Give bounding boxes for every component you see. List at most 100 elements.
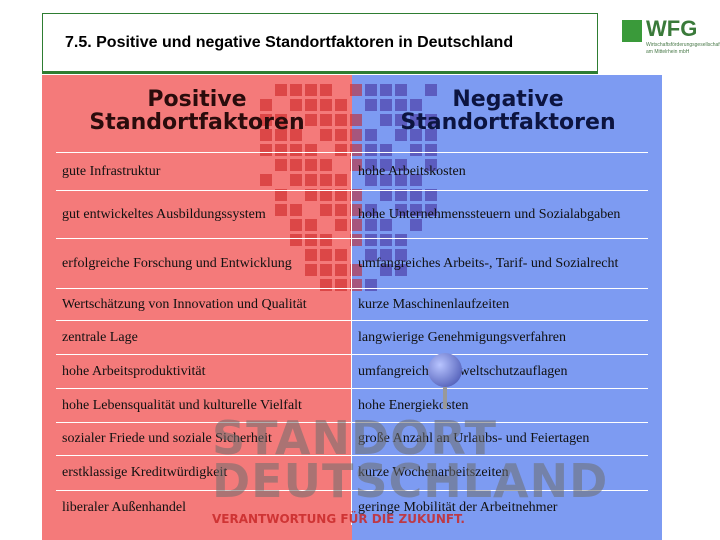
square [260, 99, 272, 111]
pin [443, 385, 447, 409]
square [350, 189, 362, 201]
square [365, 234, 377, 246]
square [425, 144, 437, 156]
square [320, 99, 332, 111]
square [350, 159, 362, 171]
square [275, 84, 287, 96]
square [320, 189, 332, 201]
negative-factor: umfangreiche Umweltschutzauflagen [352, 354, 648, 388]
square [380, 174, 392, 186]
square [410, 114, 422, 126]
positive-factor: gute Infrastruktur [56, 152, 352, 190]
negative-factor: geringe Mobilität der Arbeitnehmer [352, 490, 648, 525]
square [290, 174, 302, 186]
positive-factor: erstklassige Kreditwürdigkeit [56, 455, 352, 490]
negative-factor: kurze Maschinenlaufzeiten [352, 288, 648, 320]
square [335, 174, 347, 186]
square [290, 144, 302, 156]
square [335, 219, 347, 231]
square [305, 264, 317, 276]
square [320, 84, 332, 96]
square [350, 144, 362, 156]
positive-factor: hohe Arbeitsproduktivität [56, 354, 352, 388]
negative-factor: große Anzahl an Urlaubs- und Feiertagen [352, 422, 648, 455]
positive-factor: gut entwickeltes Ausbildungssystem [56, 190, 352, 238]
watermark: DEUTSCHLAND [212, 454, 609, 508]
square [305, 219, 317, 231]
square [365, 84, 377, 96]
square [380, 264, 392, 276]
square [290, 159, 302, 171]
square [410, 144, 422, 156]
square [320, 174, 332, 186]
square [410, 189, 422, 201]
square [395, 99, 407, 111]
square [395, 264, 407, 276]
square [320, 129, 332, 141]
square [410, 219, 422, 231]
negative-factor: umfangreiches Arbeits-, Tarif- und Sozia… [352, 238, 648, 288]
logo-name: WFG [646, 16, 698, 41]
negative-factor: langwierige Genehmigungsverfahren [352, 320, 648, 354]
square [395, 204, 407, 216]
square [365, 249, 377, 261]
positive-factor: erfolgreiche Forschung und Entwicklung [56, 238, 352, 288]
positive-factor: hohe Lebensqualität und kulturelle Vielf… [56, 388, 352, 422]
square [290, 234, 302, 246]
square [350, 84, 362, 96]
square [290, 84, 302, 96]
square [275, 189, 287, 201]
square [335, 144, 347, 156]
square [290, 204, 302, 216]
negative-factor: hohe Unternehmenssteuern und Sozialabgab… [352, 190, 648, 238]
square [365, 129, 377, 141]
square [380, 114, 392, 126]
square [320, 234, 332, 246]
square [335, 189, 347, 201]
square [290, 99, 302, 111]
square [395, 174, 407, 186]
square [365, 174, 377, 186]
square [365, 159, 377, 171]
square [365, 219, 377, 231]
square [350, 234, 362, 246]
square [380, 234, 392, 246]
square [425, 84, 437, 96]
square [305, 144, 317, 156]
square [260, 114, 272, 126]
square [380, 219, 392, 231]
square [425, 189, 437, 201]
square [425, 129, 437, 141]
square [425, 159, 437, 171]
square [410, 174, 422, 186]
square [275, 144, 287, 156]
square [320, 204, 332, 216]
square [350, 204, 362, 216]
square [395, 234, 407, 246]
square [305, 189, 317, 201]
square [320, 114, 332, 126]
square [305, 159, 317, 171]
square [365, 99, 377, 111]
square [365, 204, 377, 216]
square [305, 84, 317, 96]
square [350, 264, 362, 276]
square [425, 114, 437, 126]
square [350, 219, 362, 231]
square [410, 99, 422, 111]
square [275, 129, 287, 141]
square [380, 159, 392, 171]
square [260, 144, 272, 156]
square [395, 159, 407, 171]
square [335, 99, 347, 111]
square [335, 129, 347, 141]
square [380, 249, 392, 261]
square [305, 249, 317, 261]
positive-factor: zentrale Lage [56, 320, 352, 354]
square [260, 129, 272, 141]
square [290, 129, 302, 141]
square [335, 204, 347, 216]
square [320, 264, 332, 276]
positive-factor: Wertschätzung von Innovation und Qualitä… [56, 288, 352, 320]
